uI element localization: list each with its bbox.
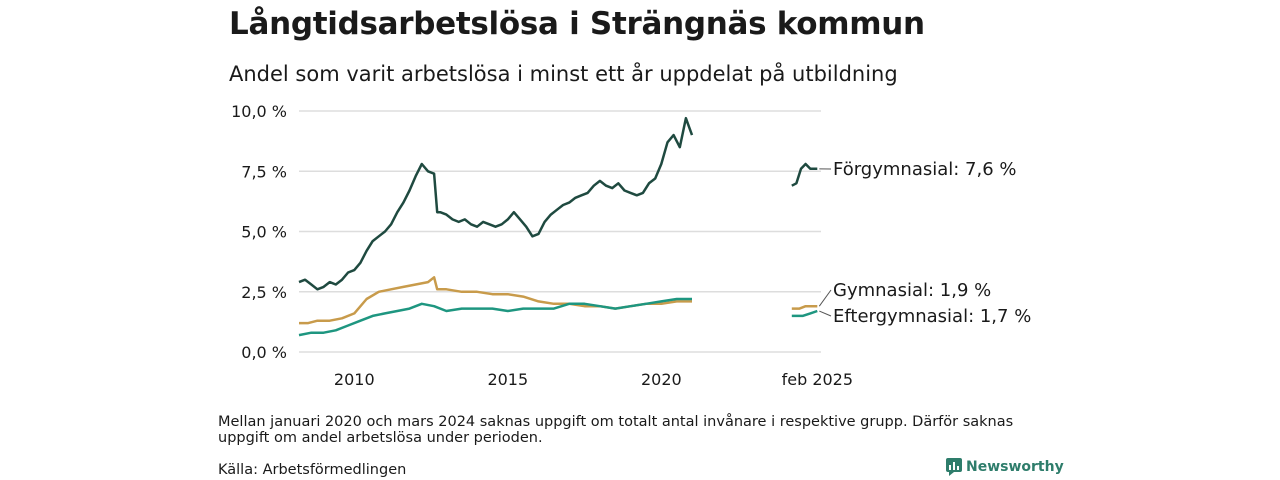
- y-tick-label: 5,0 %: [241, 223, 287, 242]
- series-line-eftergymnasial: [298, 297, 692, 337]
- brand-logo[interactable]: Newsworthy: [946, 458, 1064, 476]
- series-label: Gymnasial: 1,9 %: [833, 280, 991, 301]
- brand-name: Newsworthy: [966, 459, 1064, 475]
- y-tick-label: 0,0 %: [241, 343, 287, 362]
- y-tick-label: 2,5 %: [241, 283, 287, 302]
- footnote: Mellan januari 2020 och mars 2024 saknas…: [218, 414, 1014, 446]
- y-tick-label: 10,0 %: [231, 102, 287, 121]
- series-line-gymnasial: [299, 276, 692, 325]
- x-tick-label: 2015: [487, 370, 528, 389]
- series-line-förgymnasial: [791, 162, 818, 187]
- series-line-eftergymnasial: [791, 309, 818, 318]
- series-label-connector: [818, 289, 832, 307]
- series-label: Eftergymnasial: 1,7 %: [833, 306, 1031, 327]
- source-text: Källa: Arbetsförmedlingen: [218, 462, 407, 478]
- series-line-förgymnasial: [298, 116, 694, 291]
- series-line-gymnasial: [791, 304, 818, 310]
- x-tick-label: feb 2025: [782, 370, 853, 389]
- chart-title: Långtidsarbetslösa i Strängnäs kommun: [229, 6, 925, 42]
- bar-chart-logo-icon: [946, 458, 962, 476]
- x-tick-label: 2020: [641, 370, 682, 389]
- series-label-connector: [819, 310, 832, 317]
- chart-subtitle: Andel som varit arbetslösa i minst ett å…: [229, 62, 898, 86]
- x-tick-label: 2010: [334, 370, 375, 389]
- y-tick-label: 7,5 %: [241, 162, 287, 181]
- series-label: Förgymnasial: 7,6 %: [833, 159, 1017, 180]
